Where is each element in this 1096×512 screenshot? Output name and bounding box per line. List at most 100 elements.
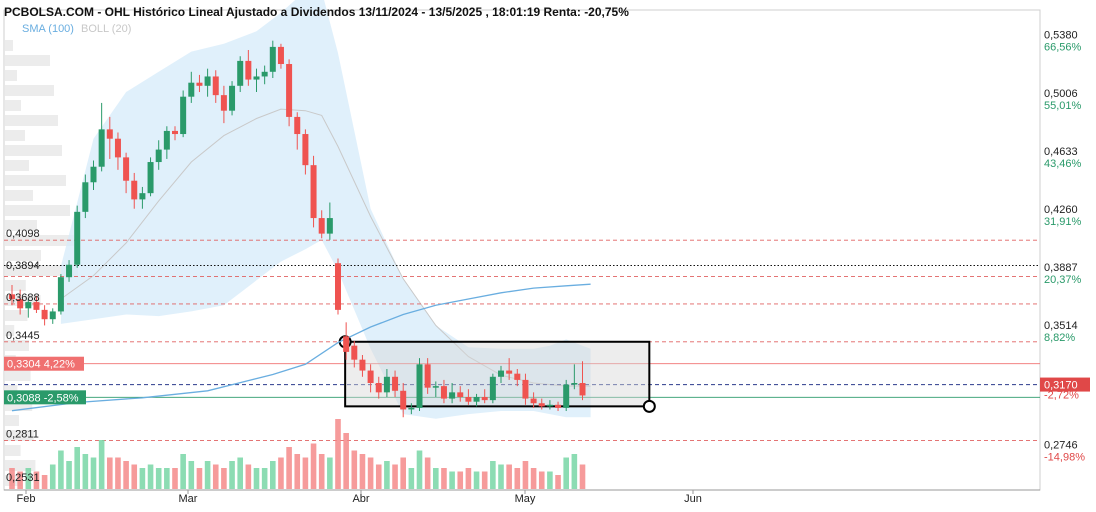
volume-bar [131, 464, 138, 489]
candle [163, 126, 170, 159]
right-price-label: 0,4260 [1044, 204, 1078, 216]
candle-body [481, 397, 488, 401]
candle [302, 129, 309, 175]
candle-body [131, 180, 138, 200]
candle-body [237, 60, 244, 86]
x-tick-label: Jun [684, 493, 702, 505]
support-tag-label: 0,3088 -2,58% [7, 392, 79, 404]
volume-profile-bar [5, 430, 34, 441]
right-pct-label: 20,37% [1044, 274, 1082, 286]
volume-bar [66, 461, 72, 489]
right-pct-label: 8,82% [1044, 332, 1075, 344]
volume-bar [449, 471, 455, 489]
candle [408, 403, 415, 415]
left-level-label: 0,3445 [6, 330, 40, 342]
candle-body [522, 379, 529, 399]
candle-body [9, 294, 15, 299]
candle-body [326, 218, 333, 234]
left-level-label: 0,3688 [6, 292, 40, 304]
resistance-tag-bg [4, 356, 84, 371]
volume-bar [253, 468, 260, 489]
candle-body [506, 370, 513, 374]
candle-body [286, 64, 293, 117]
candle [440, 379, 447, 404]
candle-body [229, 85, 236, 111]
candle-body [66, 264, 73, 278]
candle-body [90, 166, 97, 183]
candle [449, 383, 456, 404]
current-price-tag-bg [1040, 377, 1090, 392]
candle [392, 370, 399, 398]
right-price-label: 0,5006 [1044, 88, 1078, 100]
candle-body [343, 336, 350, 352]
candle-body [180, 96, 187, 135]
volume-bar [212, 464, 219, 489]
volume-bar [123, 461, 129, 489]
volume-bar [571, 454, 578, 489]
right-price-label: 0,3514 [1044, 320, 1078, 332]
current-price-pct: -2,72% [1044, 390, 1079, 402]
volume-bar [33, 471, 40, 489]
candle-body [489, 376, 496, 401]
candle [563, 379, 570, 412]
volume-bar [343, 433, 349, 489]
candle [147, 157, 154, 197]
candle-body [253, 76, 260, 80]
candle-body [49, 311, 56, 320]
candle-body [188, 82, 195, 97]
candle [335, 258, 341, 315]
candle-body [163, 130, 170, 150]
candle-body [367, 370, 374, 384]
volume-bar [433, 468, 439, 489]
candle-body [563, 384, 570, 408]
right-price-label: 0,4633 [1044, 146, 1078, 158]
volume-bar [41, 475, 48, 489]
volume-bar [335, 419, 341, 489]
candle [188, 71, 195, 103]
volume-profile-bar [5, 400, 33, 411]
candle [74, 205, 81, 268]
volume-bar [384, 461, 390, 489]
resistance-tag-label: 0,3304 4,22% [7, 359, 75, 371]
volume-bar [367, 457, 374, 489]
right-pct-label: 55,01% [1044, 100, 1082, 112]
candle [155, 140, 162, 170]
candle [530, 392, 537, 408]
candle-body [555, 404, 562, 408]
volume-bar [139, 468, 146, 489]
candle-body [82, 182, 89, 212]
volume-bar [400, 457, 406, 489]
x-tick-label: May [515, 493, 536, 505]
candle [66, 260, 73, 282]
legend: SMA (100) BOLL (20) [22, 23, 131, 35]
volume-bar [237, 457, 243, 489]
candle [326, 202, 333, 240]
candle-body [424, 364, 431, 388]
candle [229, 81, 236, 116]
candle [546, 400, 553, 410]
volume-bar [58, 450, 64, 489]
legend-boll: BOLL (20) [81, 23, 131, 35]
candle-body [269, 46, 276, 72]
left-level-label: 0,4098 [6, 228, 40, 240]
candle-body [212, 76, 219, 96]
candle-body [220, 95, 227, 111]
candle-body [302, 134, 309, 166]
candle [253, 68, 260, 93]
candle [514, 369, 521, 387]
candle [90, 160, 97, 191]
candle [351, 340, 358, 368]
volume-bar [490, 461, 496, 489]
volume-bar [74, 447, 80, 489]
volume-bar [359, 454, 366, 489]
candle-body [473, 397, 480, 402]
candle [82, 174, 89, 219]
volume-bar [221, 468, 227, 489]
candle-body [514, 373, 521, 380]
candle [131, 172, 138, 209]
left-level-label: 0,3894 [6, 260, 40, 272]
volume-bar [563, 457, 569, 489]
candle [555, 401, 562, 412]
volume-bar [538, 471, 545, 489]
consolidation-box [344, 340, 651, 408]
